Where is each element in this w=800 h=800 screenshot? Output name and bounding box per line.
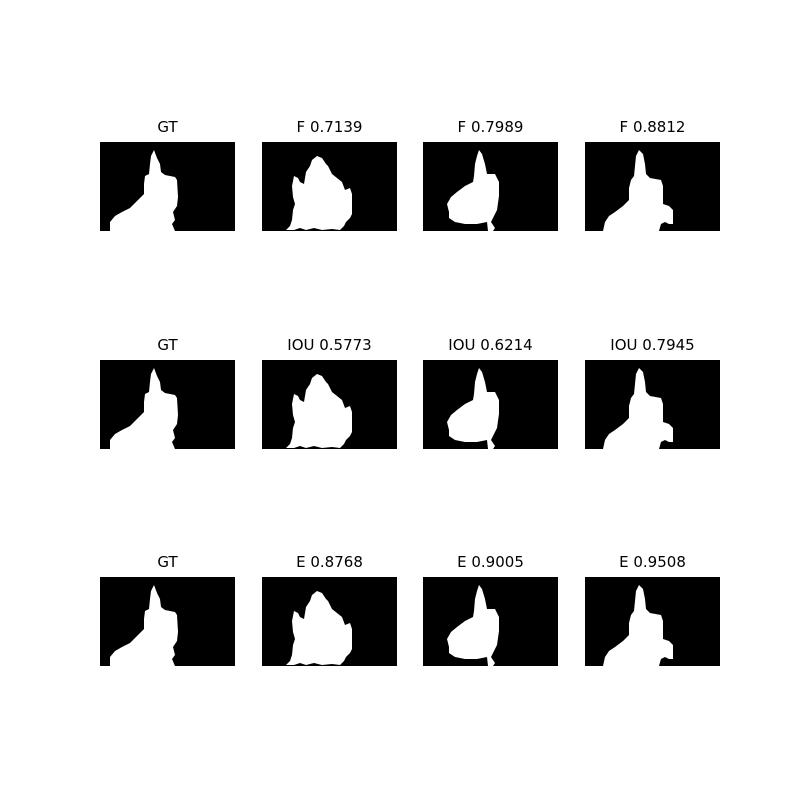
mask-image [423,360,558,449]
foreground-silhouette [447,368,499,449]
panel-title: IOU 0.7945 [610,336,695,354]
panel-title: IOU 0.6214 [448,336,533,354]
mask-svg [447,368,499,449]
panel-title: IOU 0.5773 [287,336,372,354]
mask-image [585,142,720,231]
mask-svg [110,585,178,666]
foreground-silhouette [447,150,499,231]
mask-svg [286,374,352,448]
mask-svg [286,156,352,230]
foreground-silhouette [447,585,499,666]
mask-image [585,360,720,449]
mask-image [262,360,397,449]
panel-title: GT [157,553,178,571]
panel-title: F 0.7989 [457,118,524,136]
foreground-silhouette [110,368,178,449]
foreground-silhouette [603,150,673,231]
mask-svg [603,585,673,666]
mask-svg [447,150,499,231]
mask-image [423,142,558,231]
foreground-silhouette [110,585,178,666]
mask-image [100,142,235,231]
foreground-silhouette [603,585,673,666]
mask-svg [286,591,352,665]
foreground-silhouette [603,368,673,449]
mask-image [423,577,558,666]
mask-image [262,577,397,666]
mask-svg [603,150,673,231]
panel-title: F 0.8812 [619,118,686,136]
mask-image [100,577,235,666]
panel-title: E 0.9005 [457,553,524,571]
mask-svg [110,150,178,231]
foreground-silhouette [286,374,352,448]
panel-title: GT [157,118,178,136]
panel-title: E 0.9508 [619,553,686,571]
mask-image [262,142,397,231]
foreground-silhouette [286,156,352,230]
mask-svg [110,368,178,449]
foreground-silhouette [110,150,178,231]
foreground-silhouette [286,591,352,665]
mask-image [100,360,235,449]
mask-image [585,577,720,666]
mask-svg [447,585,499,666]
mask-svg [603,368,673,449]
panel-title: E 0.8768 [296,553,363,571]
panel-title: F 0.7139 [296,118,363,136]
panel-title: GT [157,336,178,354]
